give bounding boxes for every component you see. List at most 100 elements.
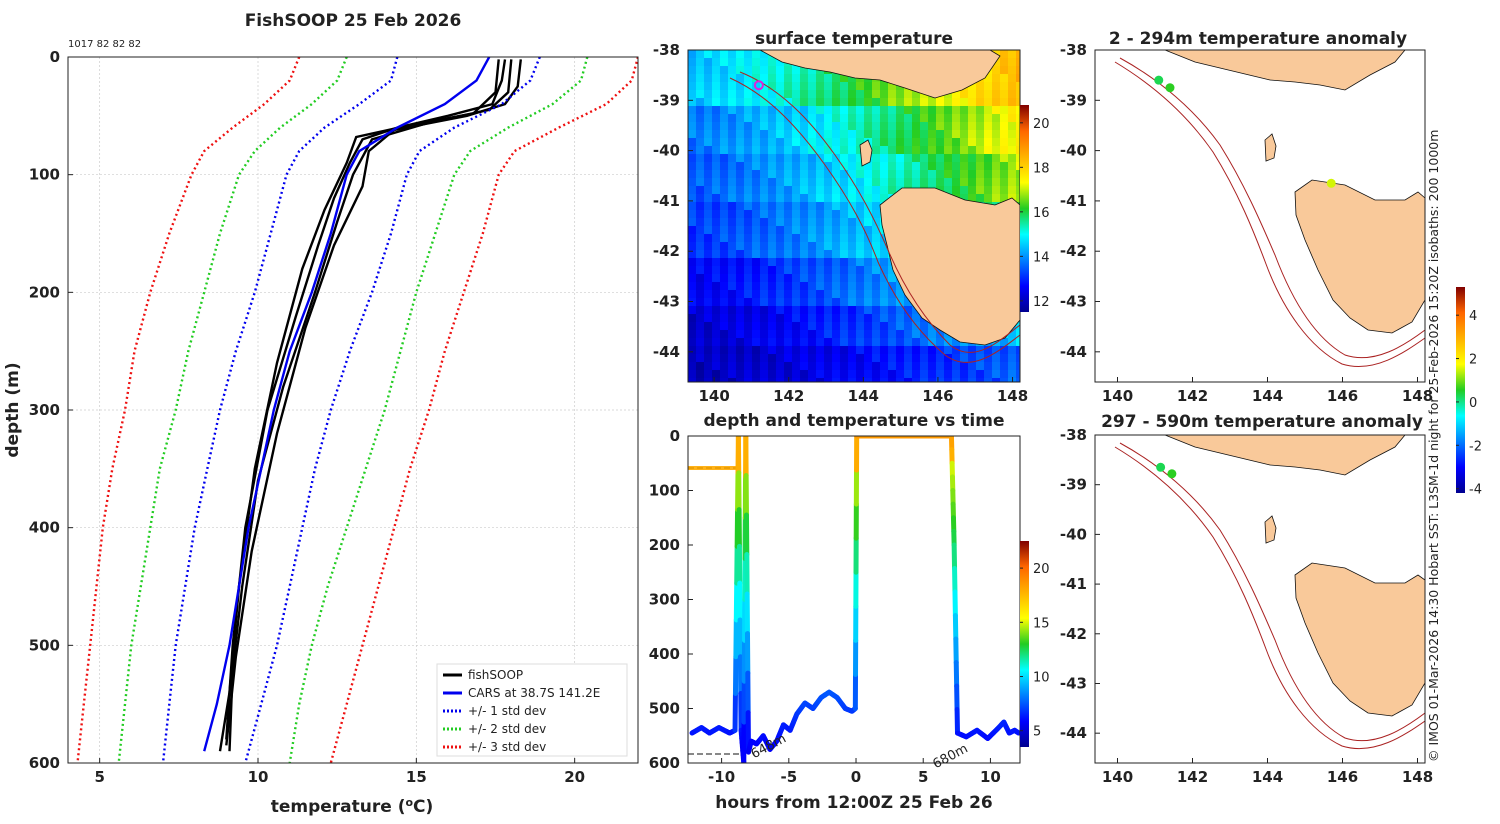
sst-cell bbox=[880, 186, 888, 194]
sst-cell bbox=[832, 298, 840, 306]
sst-cell bbox=[704, 250, 712, 258]
sst-cell bbox=[704, 162, 712, 170]
sst-cell bbox=[736, 346, 744, 354]
sst-cell bbox=[744, 90, 752, 98]
profile-ytick-label: 600 bbox=[29, 754, 60, 772]
sst-cell bbox=[872, 178, 880, 186]
sst-cell bbox=[736, 106, 744, 114]
sst-cell bbox=[936, 362, 944, 370]
sst-cell bbox=[800, 202, 808, 210]
sst-cell bbox=[736, 250, 744, 258]
anomaly-b-ytick-label: -43 bbox=[1060, 674, 1087, 692]
sst-cell bbox=[712, 186, 720, 194]
colorbar-tick-label: -4 bbox=[1469, 483, 1482, 498]
sst-cell bbox=[792, 226, 800, 234]
sst-cell bbox=[976, 186, 984, 194]
sst-cell bbox=[928, 162, 936, 170]
sst-cell bbox=[816, 186, 824, 194]
anomaly-a-point-1 bbox=[1166, 83, 1175, 92]
sst-cell bbox=[696, 354, 704, 362]
sst-cell bbox=[888, 186, 896, 194]
sst-cell bbox=[1000, 130, 1008, 138]
sst-cell bbox=[1008, 58, 1016, 66]
sst-cell bbox=[904, 322, 912, 330]
sst-cell bbox=[992, 186, 1000, 194]
sst-cell bbox=[728, 314, 736, 322]
sst-cell bbox=[848, 162, 856, 170]
sst-cell bbox=[800, 106, 808, 114]
sst-cell bbox=[776, 250, 784, 258]
anomaly-b-ytick-label: -39 bbox=[1060, 476, 1087, 494]
sst-cell bbox=[936, 138, 944, 146]
sst-cell bbox=[872, 290, 880, 298]
sst-cell bbox=[752, 66, 760, 74]
sst-cell bbox=[688, 82, 696, 90]
sst-cell bbox=[880, 250, 888, 258]
profile-ytick-label: 300 bbox=[29, 401, 60, 419]
sst-cell bbox=[848, 306, 856, 314]
sst-cell bbox=[720, 330, 728, 338]
sst-cell bbox=[736, 266, 744, 274]
sst-cell bbox=[880, 314, 888, 322]
sst-cell bbox=[936, 354, 944, 362]
sst-cell bbox=[712, 218, 720, 226]
sst-cell bbox=[992, 122, 1000, 130]
sst-cell bbox=[688, 202, 696, 210]
sst-cell bbox=[872, 370, 880, 378]
time-xtick-label: 10 bbox=[980, 768, 1001, 786]
sst-cell bbox=[696, 250, 704, 258]
sst-cell bbox=[760, 234, 768, 242]
sst-cell bbox=[944, 362, 952, 370]
sst-cell bbox=[768, 82, 776, 90]
sst-cell bbox=[728, 322, 736, 330]
sst-cell bbox=[784, 186, 792, 194]
sst-cell bbox=[728, 202, 736, 210]
sst-cell bbox=[760, 338, 768, 346]
sst-cell bbox=[736, 306, 744, 314]
sst-cell bbox=[832, 258, 840, 266]
sst-cell bbox=[720, 66, 728, 74]
sst-cell bbox=[856, 122, 864, 130]
sst-cell bbox=[816, 306, 824, 314]
sst-cell bbox=[976, 114, 984, 122]
anomaly-b-point-0 bbox=[1156, 463, 1165, 472]
colorbar-tick-label: 20 bbox=[1033, 117, 1050, 132]
sst-cell bbox=[760, 322, 768, 330]
sst-cell bbox=[864, 290, 872, 298]
sst-cell bbox=[880, 146, 888, 154]
sst-cell bbox=[728, 90, 736, 98]
sst-cell bbox=[744, 162, 752, 170]
sst-cell bbox=[904, 370, 912, 378]
sst-cell bbox=[856, 242, 864, 250]
sst-cell bbox=[792, 282, 800, 290]
sst-cell bbox=[936, 178, 944, 186]
sst-cell bbox=[816, 274, 824, 282]
sst-cell bbox=[968, 178, 976, 186]
sst-cell bbox=[720, 202, 728, 210]
sst-cell bbox=[968, 98, 976, 106]
sst-cell bbox=[912, 354, 920, 362]
sst-cell bbox=[1000, 354, 1008, 362]
sst-cell bbox=[776, 170, 784, 178]
sst-cell bbox=[976, 82, 984, 90]
sst-cell bbox=[736, 170, 744, 178]
sst-cell bbox=[968, 170, 976, 178]
sst-cell bbox=[960, 122, 968, 130]
sst-cell bbox=[760, 314, 768, 322]
sst-cell bbox=[864, 370, 872, 378]
sst-cell bbox=[792, 338, 800, 346]
sst-cell bbox=[728, 106, 736, 114]
sst-cell bbox=[952, 146, 960, 154]
sst-cell bbox=[728, 242, 736, 250]
sst-cell bbox=[800, 314, 808, 322]
sst-cell bbox=[688, 74, 696, 82]
sst-cell bbox=[704, 114, 712, 122]
sst-cell bbox=[832, 82, 840, 90]
sst-cell bbox=[728, 178, 736, 186]
sst-cell bbox=[728, 306, 736, 314]
sst-cell bbox=[1008, 146, 1016, 154]
sst-cell bbox=[768, 258, 776, 266]
sst-cell bbox=[896, 154, 904, 162]
sst-cell bbox=[752, 186, 760, 194]
